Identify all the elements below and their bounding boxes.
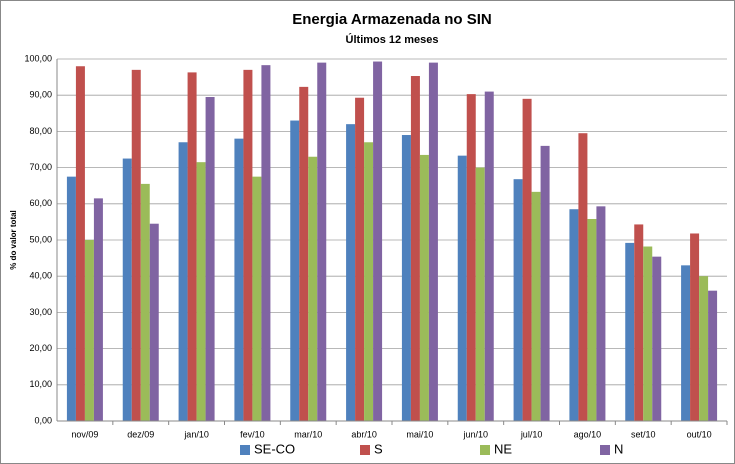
x-tick-label: mar/10 — [294, 429, 322, 439]
bar — [93, 198, 103, 421]
legend-label: S — [374, 441, 383, 456]
bar — [634, 224, 644, 421]
bar — [578, 133, 588, 421]
bar — [587, 219, 597, 421]
y-tick-label: 60,00 — [29, 198, 52, 208]
bar — [205, 97, 215, 421]
bar — [522, 98, 532, 421]
x-tick-label: mai/10 — [406, 429, 433, 439]
bar — [131, 69, 141, 422]
y-tick-label: 80,00 — [29, 126, 52, 136]
y-tick-label: 10,00 — [29, 379, 52, 389]
bar — [140, 183, 150, 421]
legend-label: N — [614, 441, 623, 456]
bar — [355, 97, 365, 421]
y-tick-label: 70,00 — [29, 162, 52, 172]
bar — [317, 62, 327, 422]
y-tick-label: 100,00 — [24, 53, 52, 63]
bar — [196, 162, 206, 422]
bar — [187, 72, 197, 422]
bar — [625, 242, 635, 421]
x-tick-label: abr/10 — [351, 429, 377, 439]
legend-swatch — [240, 445, 250, 455]
bar — [540, 145, 550, 421]
bar — [699, 276, 709, 421]
bar — [122, 158, 132, 422]
bar — [66, 176, 76, 421]
bar — [299, 86, 309, 422]
bar — [484, 91, 494, 421]
chart-subtitle: Últimos 12 meses — [346, 33, 439, 46]
bar — [457, 155, 467, 422]
bar — [290, 120, 300, 421]
bar — [596, 206, 606, 421]
y-tick-label: 40,00 — [29, 271, 52, 281]
bar — [243, 69, 253, 422]
bar — [652, 256, 662, 421]
bar — [410, 76, 420, 421]
bar — [681, 265, 691, 421]
bar — [690, 233, 700, 421]
bar — [364, 142, 374, 421]
bar — [75, 66, 85, 422]
bar — [531, 191, 541, 421]
x-tick-label: jun/10 — [462, 429, 488, 439]
x-tick-label: set/10 — [631, 429, 656, 439]
bar — [373, 61, 383, 422]
bar — [346, 124, 356, 421]
bar — [149, 223, 159, 421]
x-tick-label: jan/10 — [183, 429, 209, 439]
legend-swatch — [600, 445, 610, 455]
chart-title: Energia Armazenada no SIN — [292, 11, 492, 28]
bar — [178, 142, 188, 421]
y-tick-label: 0,00 — [34, 415, 52, 425]
bar — [234, 138, 244, 421]
bar — [261, 65, 271, 422]
bar — [475, 167, 485, 421]
x-tick-label: ago/10 — [574, 429, 602, 439]
bar — [428, 62, 438, 422]
bar — [252, 176, 262, 421]
y-tick-label: 90,00 — [29, 90, 52, 100]
legend-label: NE — [494, 441, 512, 456]
y-tick-label: 50,00 — [29, 234, 52, 244]
x-tick-label: dez/09 — [127, 429, 154, 439]
y-tick-label: 20,00 — [29, 343, 52, 353]
x-tick-label: jul/10 — [520, 429, 543, 439]
legend-swatch — [360, 445, 370, 455]
legend-swatch — [480, 445, 490, 455]
bar — [419, 154, 429, 421]
x-tick-label: out/10 — [687, 429, 712, 439]
legend-label: SE-CO — [254, 441, 295, 456]
bar — [466, 94, 476, 421]
bar — [84, 240, 94, 421]
bar — [513, 179, 523, 421]
y-axis-label: % do valor total — [9, 210, 18, 270]
bar — [401, 135, 411, 421]
x-tick-label: fev/10 — [240, 429, 265, 439]
x-tick-label: nov/09 — [71, 429, 98, 439]
bar — [569, 209, 579, 421]
bar — [708, 290, 718, 421]
bar — [308, 156, 318, 422]
bar — [643, 246, 653, 421]
y-tick-label: 30,00 — [29, 307, 52, 317]
